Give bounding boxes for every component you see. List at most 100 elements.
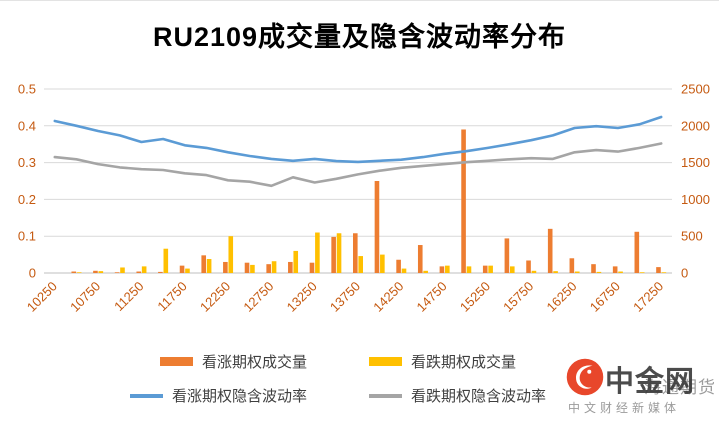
zhongjin-logo-icon: [566, 358, 604, 396]
right-axis-tick: 500: [681, 229, 703, 244]
x-axis-label: 11250: [111, 279, 146, 314]
call-iv-line: [53, 115, 663, 164]
x-axis-label: 16750: [587, 279, 623, 315]
call-volume-bar: [504, 238, 510, 273]
legend-row-lines: 看涨期权隐含波动率 看跌期权隐含波动率: [129, 385, 547, 406]
right-axis-tick: 2000: [681, 118, 710, 133]
call-volume-bar: [634, 231, 640, 273]
call-volume-bar: [179, 265, 185, 273]
legend-item-call-volume: 看涨期权成交量: [159, 351, 307, 372]
put-volume-bar: [250, 264, 255, 273]
call-volume-bar: [547, 228, 553, 273]
chart-title: RU2109成交量及隐含波动率分布: [152, 22, 567, 52]
call-volume-bar: [461, 129, 466, 273]
right-axis-tick: 0: [681, 266, 688, 281]
put-volume-bar: [618, 271, 623, 273]
put-volume-bar: [206, 259, 212, 273]
watermark-brand: 中金网: [605, 366, 696, 398]
x-axis-label: 11750: [154, 279, 189, 314]
left-axis-tick: 0.2: [18, 192, 36, 207]
put-volume-bar: [380, 254, 385, 273]
put-volume-bar: [315, 232, 320, 273]
put-volume-bar: [163, 248, 169, 273]
call-volume-bar: [93, 270, 98, 273]
legend-label-put-volume: 看跌期权成交量: [411, 354, 517, 371]
left-axis-tick: 0.3: [18, 155, 36, 170]
call-volume-bar: [612, 266, 618, 273]
watermark-partner: 海通期货: [644, 378, 716, 397]
put-volume-bar: [271, 261, 277, 273]
put-volume-bar: [185, 268, 190, 273]
put-volume-bar: [445, 265, 450, 273]
put-volume-bar: [488, 265, 493, 273]
watermark-tagline: 中文财经新媒体: [568, 401, 681, 415]
put-volume-swatch-icon: [369, 357, 402, 366]
call-iv-swatch-icon: [129, 393, 163, 398]
x-axis-label: 14250: [370, 279, 406, 315]
legend-label-call-iv: 看涨期权隐含波动率: [171, 388, 307, 405]
put-volume-bar: [141, 266, 147, 273]
call-volume-bar: [114, 272, 120, 273]
x-axis-label: 17250: [630, 279, 666, 315]
combo-chart-canvas: 0 0.1 0.2 0.3 0.4 0.5 0 500 1000 1500 2000 2500 1025…: [18, 82, 710, 315]
call-volume-bar: [331, 236, 336, 273]
legend-item-call-iv: 看涨期权隐含波动率: [129, 385, 307, 406]
put-volume-bar: [531, 270, 537, 273]
call-volume-bar: [158, 271, 163, 273]
call-volume-bar: [482, 265, 488, 273]
x-axis-label: 13250: [284, 279, 320, 315]
call-volume-swatch-icon: [159, 357, 193, 366]
x-axis-label: 15750: [500, 279, 536, 315]
call-volume-bar: [136, 271, 142, 273]
right-axis-tick: 1000: [681, 192, 710, 207]
left-axis-tick: 0.5: [18, 82, 36, 97]
put-volume-bar: [509, 266, 515, 273]
x-axis-label: 10750: [67, 279, 103, 315]
put-iv-line: [53, 142, 663, 188]
call-volume-bar: [288, 261, 293, 273]
call-volume-bar: [396, 259, 401, 273]
x-axis-label: 12250: [197, 279, 233, 315]
put-volume-bar: [293, 250, 299, 273]
x-axis-label: 15250: [457, 279, 493, 315]
put-volume-bar: [553, 271, 558, 273]
call-volume-bar: [569, 258, 575, 273]
x-axis-label: 12750: [240, 279, 276, 315]
put-volume-bar: [401, 268, 407, 273]
call-volume-bar: [244, 262, 250, 273]
call-volume-bar: [374, 181, 380, 273]
legend-item-put-volume: 看跌期权成交量: [369, 351, 516, 372]
put-iv-swatch-icon: [369, 393, 402, 398]
legend-label-put-iv: 看跌期权隐含波动率: [411, 388, 547, 405]
call-volume-bar: [591, 264, 596, 273]
put-volume-bar: [120, 267, 125, 273]
put-volume-bar: [358, 256, 363, 273]
x-axis-label: 10250: [24, 279, 60, 315]
call-volume-bar: [417, 245, 423, 273]
call-volume-bar: [201, 255, 207, 273]
left-axis-tick: 0.1: [18, 229, 36, 244]
put-volume-bar: [639, 272, 645, 273]
watermark: 海通期货 中金网 中文财经新媒体: [566, 358, 716, 416]
legend-row-bars: 看涨期权成交量 看跌期权成交量: [159, 351, 516, 372]
put-volume-bar: [76, 272, 82, 273]
call-volume-bar: [353, 233, 358, 273]
right-axis-tick: 2500: [681, 82, 710, 97]
left-axis-tick: 0.4: [18, 118, 36, 133]
put-volume-bar: [574, 271, 580, 273]
put-volume-bar: [423, 270, 428, 273]
put-volume-bar: [228, 236, 234, 273]
x-axis-label: 16250: [544, 279, 580, 315]
call-volume-bar: [71, 271, 77, 273]
call-volume-bar: [439, 266, 445, 273]
call-volume-bar: [223, 261, 228, 273]
right-axis-tick: 1500: [681, 155, 710, 170]
x-axis-label: 14750: [414, 279, 450, 315]
call-volume-bar: [266, 264, 271, 273]
x-axis-label: 13750: [327, 279, 363, 315]
call-volume-bar: [526, 260, 531, 273]
put-volume-bar: [98, 271, 104, 273]
call-volume-bar: [656, 267, 661, 273]
put-volume-bar: [596, 271, 602, 273]
